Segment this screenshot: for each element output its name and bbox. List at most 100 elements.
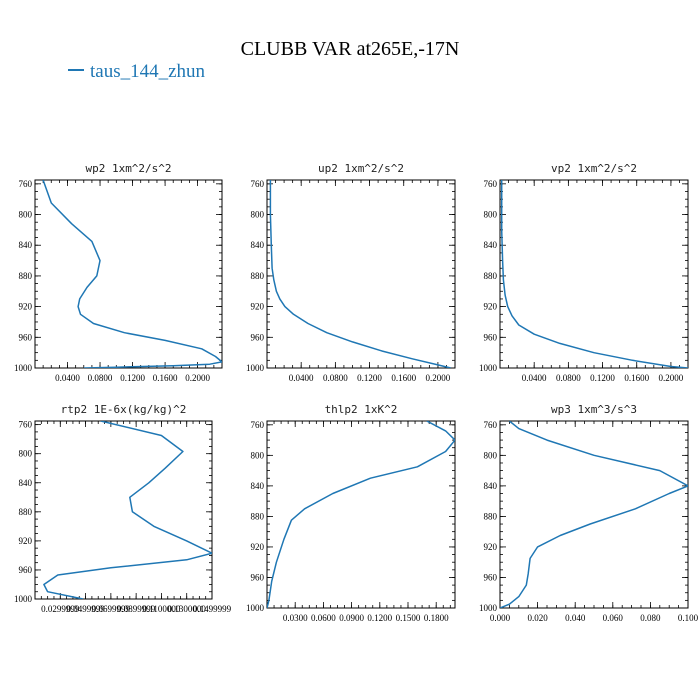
y-tick-label: 1000 bbox=[479, 363, 498, 373]
subplot-wp3: wp3 1xm^3/s^3 760 800 840 880 920 960 10000.000… bbox=[479, 403, 699, 623]
x-tick-label: 0.1200 bbox=[357, 373, 382, 383]
y-tick-label: 920 bbox=[19, 536, 33, 546]
x-tick-label: 0.0699999 bbox=[92, 604, 131, 614]
x-tick-label: 0.1200 bbox=[590, 373, 615, 383]
y-tick-label: 760 bbox=[251, 420, 265, 430]
plot-frame-wp3 bbox=[499, 420, 689, 609]
plot-frame-wp2 bbox=[34, 179, 223, 369]
subplot-title-wp3: wp3 1xm^3/s^3 bbox=[551, 403, 637, 416]
y-tick-label: 1000 bbox=[246, 603, 265, 613]
figure-title: CLUBB VAR at265E,-17N bbox=[241, 38, 460, 60]
x-tick-label: 0.1600 bbox=[391, 373, 416, 383]
y-tick-label: 800 bbox=[484, 450, 498, 460]
x-tick-label: 0.0499999 bbox=[66, 604, 105, 614]
x-tick-label: 0.0299999 bbox=[41, 604, 80, 614]
x-tick-label: 0.100 bbox=[678, 613, 699, 623]
x-tick-label: 0.1600 bbox=[153, 373, 178, 383]
y-tick-label: 760 bbox=[19, 179, 33, 189]
y-tick-label: 920 bbox=[484, 302, 498, 312]
y-tick-label: 760 bbox=[19, 420, 33, 430]
series-line-rtp2 bbox=[43, 421, 212, 599]
y-tick-label: 920 bbox=[19, 302, 33, 312]
y-tick-label: 840 bbox=[484, 240, 498, 250]
x-tick-label: 0.020 bbox=[527, 613, 548, 623]
y-tick-label: 760 bbox=[484, 420, 498, 430]
subplot-title-up2: up2 1xm^2/s^2 bbox=[318, 162, 404, 175]
x-tick-label: 0.0800 bbox=[556, 373, 581, 383]
subplot-grid: wp2 1xm^2/s^2 760 800 840 880 920 960 1000 0.040… bbox=[14, 162, 699, 623]
y-tick-label: 840 bbox=[19, 478, 33, 488]
x-tick-label: 0.2000 bbox=[659, 373, 684, 383]
series-line-up2 bbox=[269, 180, 451, 368]
x-tick-label: 0.1300000 bbox=[168, 604, 207, 614]
y-tick-label: 840 bbox=[19, 240, 33, 250]
y-tick-label: 1000 bbox=[246, 363, 265, 373]
y-tick-label: 840 bbox=[251, 481, 265, 491]
y-tick-label: 960 bbox=[251, 572, 265, 582]
subplot-title-vp2: vp2 1xm^2/s^2 bbox=[551, 162, 637, 175]
subplot-title-wp2: wp2 1xm^2/s^2 bbox=[85, 162, 171, 175]
y-tick-label: 800 bbox=[251, 450, 265, 460]
y-tick-label: 880 bbox=[484, 271, 498, 281]
x-tick-label: 0.2000 bbox=[185, 373, 210, 383]
subplot-rtp2: rtp2 1E-6x(kg/kg)^2 760 800 840 880 920 960 100… bbox=[14, 403, 232, 614]
y-tick-label: 960 bbox=[484, 572, 498, 582]
x-tick-label: 0.1800 bbox=[424, 613, 449, 623]
y-tick-label: 960 bbox=[484, 332, 498, 342]
x-tick-label: 0.1499999 bbox=[193, 604, 232, 614]
x-tick-label: 0.0400 bbox=[289, 373, 314, 383]
subplot-up2: up2 1xm^2/s^2 760 800 840 880 920 960 1000 0.040… bbox=[246, 162, 456, 383]
y-tick-label: 960 bbox=[19, 332, 33, 342]
x-tick-label: 0.0400 bbox=[522, 373, 547, 383]
y-tick-label: 960 bbox=[251, 332, 265, 342]
figure-legend: taus_144_zhun bbox=[68, 61, 206, 82]
x-tick-label: 0.0600 bbox=[311, 613, 336, 623]
y-tick-label: 760 bbox=[251, 179, 265, 189]
subplot-wp2: wp2 1xm^2/s^2 760 800 840 880 920 960 1000 0.040… bbox=[14, 162, 223, 383]
x-tick-label: 0.0400 bbox=[55, 373, 80, 383]
series-line-thlp2 bbox=[267, 421, 455, 608]
y-tick-label: 760 bbox=[484, 179, 498, 189]
subplot-title-thlp2: thlp2 1xK^2 bbox=[325, 403, 398, 416]
plot-frame-up2 bbox=[266, 179, 456, 369]
x-tick-label: 0.1100000 bbox=[142, 604, 180, 614]
subplot-title-rtp2: rtp2 1E-6x(kg/kg)^2 bbox=[61, 403, 187, 416]
x-tick-label: 0.1500 bbox=[396, 613, 421, 623]
y-tick-label: 1000 bbox=[479, 603, 498, 613]
x-tick-label: 0.0300 bbox=[283, 613, 308, 623]
plot-frame-rtp2 bbox=[34, 420, 213, 600]
y-tick-label: 880 bbox=[19, 271, 33, 281]
y-tick-label: 1000 bbox=[14, 594, 33, 604]
series-line-wp2 bbox=[42, 180, 222, 368]
y-tick-label: 800 bbox=[251, 210, 265, 220]
x-tick-label: 0.1200 bbox=[367, 613, 392, 623]
x-tick-label: 0.1600 bbox=[624, 373, 649, 383]
x-tick-label: 0.040 bbox=[565, 613, 586, 623]
y-tick-label: 880 bbox=[251, 271, 265, 281]
y-tick-label: 920 bbox=[251, 302, 265, 312]
series-line-wp3 bbox=[500, 421, 688, 608]
y-tick-label: 920 bbox=[484, 542, 498, 552]
series-line-vp2 bbox=[500, 180, 688, 368]
plot-frame-thlp2 bbox=[266, 420, 456, 609]
y-tick-label: 800 bbox=[484, 210, 498, 220]
x-tick-label: 0.060 bbox=[603, 613, 624, 623]
x-tick-label: 0.1200 bbox=[120, 373, 145, 383]
y-tick-label: 800 bbox=[19, 210, 33, 220]
plot-frame-vp2 bbox=[499, 179, 689, 369]
y-tick-label: 840 bbox=[251, 240, 265, 250]
legend-label-taus-144-zhun: taus_144_zhun bbox=[90, 61, 206, 82]
x-tick-label: 0.0800 bbox=[323, 373, 348, 383]
y-tick-label: 880 bbox=[484, 511, 498, 521]
y-tick-label: 800 bbox=[19, 449, 33, 459]
y-tick-label: 880 bbox=[19, 507, 33, 517]
y-tick-label: 1000 bbox=[14, 363, 33, 373]
x-tick-label: 0.000 bbox=[490, 613, 511, 623]
y-tick-label: 960 bbox=[19, 565, 33, 575]
x-tick-label: 0.2000 bbox=[426, 373, 451, 383]
x-tick-label: 0.0900 bbox=[339, 613, 364, 623]
x-tick-label: 0.080 bbox=[640, 613, 661, 623]
x-tick-label: 0.0899999 bbox=[117, 604, 156, 614]
